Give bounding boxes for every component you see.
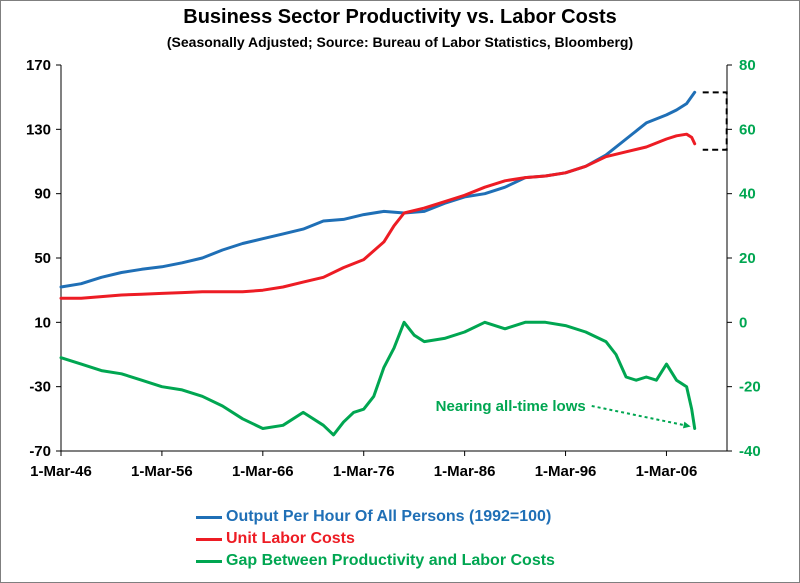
annotation-arrow-line	[591, 404, 691, 428]
right-tick-label: -20	[739, 379, 761, 396]
right-tick-label: 20	[739, 250, 756, 267]
annotation-arrow-head	[682, 421, 691, 429]
x-tick-label: 1-Mar-46	[30, 463, 92, 480]
x-tick-label: 1-Mar-06	[636, 463, 698, 480]
right-tick-label: 40	[739, 186, 756, 203]
series-line-gap	[59, 320, 697, 437]
left-tick-label: 90	[34, 186, 51, 203]
x-tick-label: 1-Mar-66	[232, 463, 294, 480]
x-tick-label: 1-Mar-96	[535, 463, 597, 480]
left-tick-label: 170	[26, 57, 51, 74]
legend-swatch-labor-costs	[196, 538, 222, 541]
x-tick-label: 1-Mar-86	[434, 463, 496, 480]
chart-subtitle: (Seasonally Adjusted; Source: Bureau of …	[166, 34, 634, 50]
left-tick-label: -30	[29, 379, 51, 396]
annotation-text: Nearing all-time lows	[436, 398, 586, 415]
chart-title: Business Sector Productivity vs. Labor C…	[183, 6, 617, 28]
left-tick-label: 50	[34, 250, 51, 267]
right-tick-label: 60	[739, 121, 756, 138]
legend-swatch-gap	[196, 560, 222, 563]
right-tick-label: 80	[739, 57, 756, 74]
left-tick-label: -70	[29, 443, 51, 460]
gap-bracket	[702, 91, 728, 151]
legend-label-labor-costs: Unit Labor Costs	[226, 530, 355, 547]
left-tick-label: 10	[34, 314, 51, 331]
legend-label-productivity: Output Per Hour Of All Persons (1992=100…	[226, 508, 552, 525]
x-tick-label: 1-Mar-76	[333, 463, 395, 480]
series-line-labor-costs	[59, 132, 697, 300]
legend-swatch-productivity	[196, 516, 222, 519]
left-tick-label: 130	[26, 121, 51, 138]
right-tick-label: 0	[739, 314, 747, 331]
legend-label-gap: Gap Between Productivity and Labor Costs	[226, 552, 555, 569]
x-tick-label: 1-Mar-56	[131, 463, 193, 480]
series-line-productivity	[59, 90, 697, 289]
right-tick-label: -40	[739, 443, 761, 460]
